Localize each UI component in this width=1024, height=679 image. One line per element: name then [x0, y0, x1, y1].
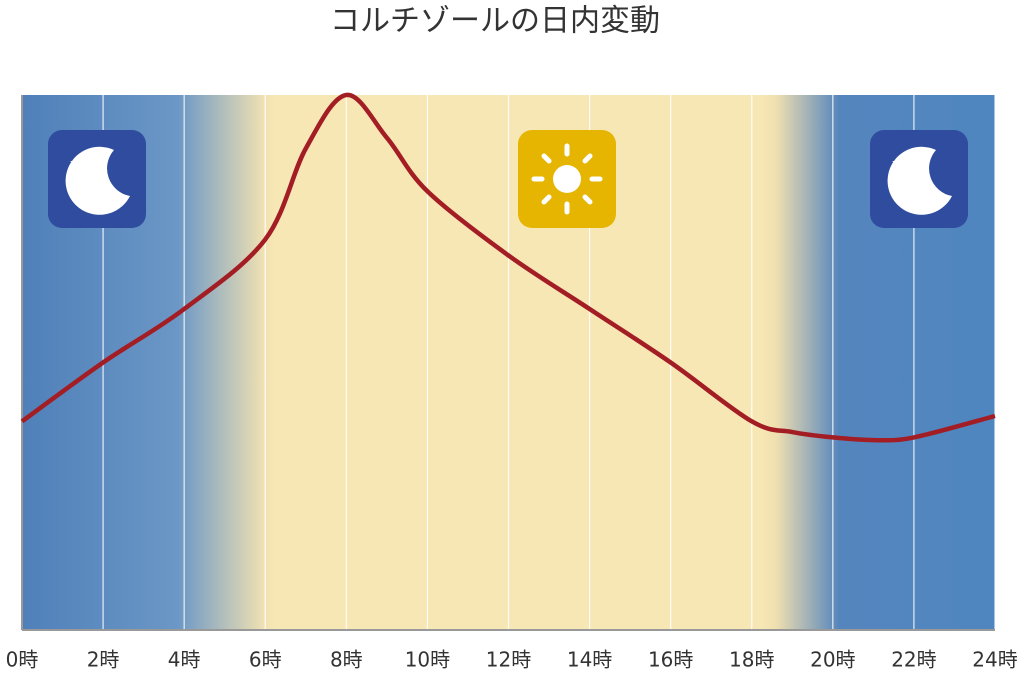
chart-title: コルチゾールの日内変動 [330, 4, 660, 39]
x-tick-label: 6時 [249, 648, 282, 672]
x-tick-label: 12時 [486, 648, 531, 672]
x-tick-label: 10時 [405, 648, 450, 672]
x-tick-label: 24時 [972, 648, 1017, 672]
moon-icon [870, 130, 968, 228]
x-tick-label: 14時 [567, 648, 612, 672]
x-tick-label: 4時 [168, 648, 201, 672]
x-tick-label: 18時 [729, 648, 774, 672]
x-tick-label: 2時 [87, 648, 120, 672]
x-tick-label: 16時 [648, 648, 693, 672]
moon-icon [48, 130, 146, 228]
x-tick-label: 8時 [330, 648, 363, 672]
x-tick-label: 22時 [891, 648, 936, 672]
x-tick-label: 0時 [6, 648, 39, 672]
data-line [20, 92, 996, 443]
x-tick-label: 20時 [810, 648, 855, 672]
sun-icon [518, 130, 616, 228]
